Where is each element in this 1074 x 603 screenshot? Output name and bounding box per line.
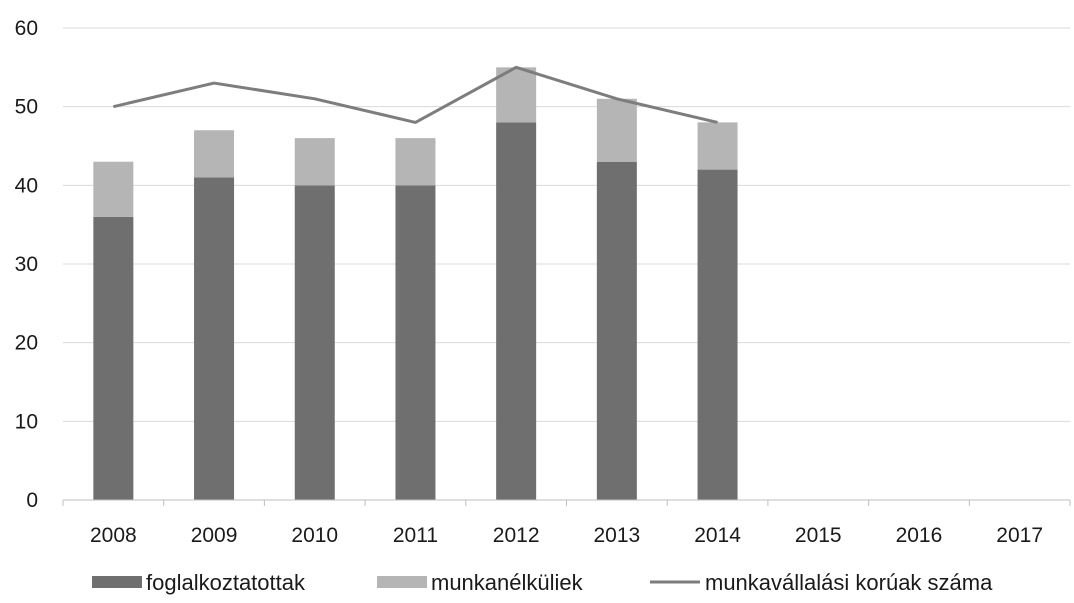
legend-item-working-age-population: munkavállalási korúak száma — [650, 570, 993, 595]
legend-label: munkavállalási korúak száma — [705, 570, 993, 595]
legend-label: munkanélküliek — [431, 570, 584, 595]
bar-unemployed-2010 — [294, 138, 335, 186]
x-tick-label: 2013 — [593, 524, 640, 547]
x-tick-label: 2012 — [493, 524, 540, 547]
x-tick-label: 2014 — [694, 524, 741, 547]
bar-employed-2012 — [496, 122, 537, 501]
x-tick-label: 2009 — [191, 524, 238, 547]
bar-employed-2009 — [194, 177, 235, 500]
bar-employed-2008 — [93, 216, 134, 501]
legend: foglalkoztatottak munkanélküliek munkaváll… — [92, 570, 993, 595]
bar-unemployed-2011 — [395, 138, 436, 186]
y-tick-label: 20 — [15, 332, 38, 355]
y-tick-label: 60 — [15, 17, 38, 40]
y-tick-label: 0 — [26, 489, 38, 512]
y-tick-label: 50 — [15, 96, 38, 119]
legend-item-employed: foglalkoztatottak — [92, 570, 306, 595]
x-tick-label: 2015 — [795, 524, 842, 547]
axes: 0 10 20 30 40 50 60 2008 2009 2010 2011 2012 2013 201… — [15, 17, 1071, 547]
legend-item-unemployed: munkanélküliek — [377, 570, 584, 595]
legend-swatch — [377, 576, 427, 588]
legend-swatch — [92, 576, 142, 588]
x-tick-label: 2016 — [896, 524, 943, 547]
x-tick-label: 2010 — [291, 524, 338, 547]
x-tick-label: 2008 — [90, 524, 137, 547]
bar-employed-2013 — [596, 161, 637, 500]
bar-unemployed-2008 — [93, 161, 134, 217]
bar-employed-2014 — [697, 169, 738, 500]
bar-unemployed-2013 — [596, 98, 637, 162]
bar-unemployed-2014 — [697, 122, 738, 170]
x-tick-label: 2017 — [996, 524, 1043, 547]
y-tick-label: 40 — [15, 174, 38, 197]
bar-employed-2010 — [294, 185, 335, 501]
bars — [93, 67, 738, 501]
bar-unemployed-2009 — [194, 130, 235, 178]
bar-employed-2011 — [395, 185, 436, 501]
legend-label: foglalkoztatottak — [146, 570, 306, 595]
y-tick-label: 10 — [15, 410, 38, 433]
bar-unemployed-2012 — [496, 67, 537, 123]
line-working-age-population — [113, 65, 718, 124]
line-series — [113, 65, 718, 124]
x-tick-label: 2011 — [393, 524, 438, 547]
y-tick-label: 30 — [15, 253, 38, 276]
